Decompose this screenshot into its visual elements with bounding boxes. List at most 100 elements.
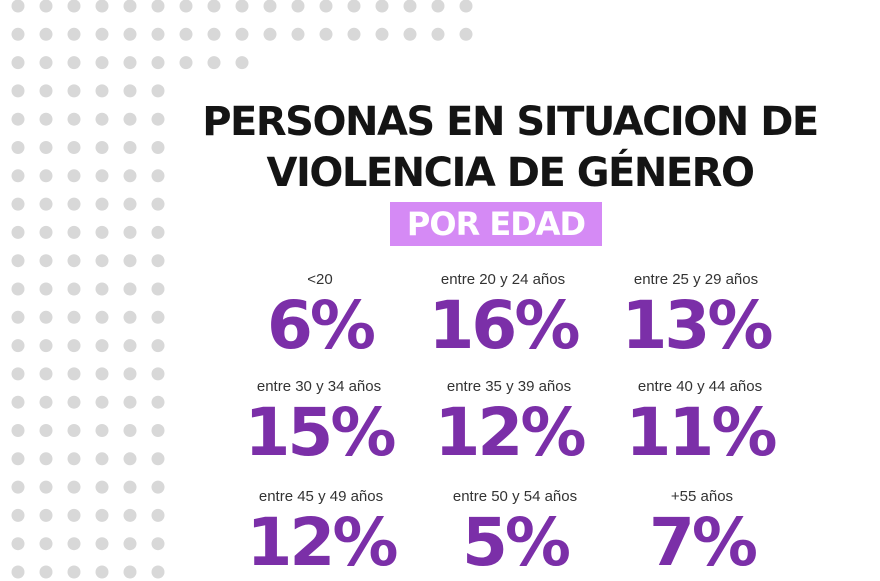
age-group-cell: entre 35 y 39 años 12% (404, 378, 614, 468)
background-dot (151, 395, 165, 409)
background-dot (39, 197, 53, 211)
background-dot (39, 282, 53, 296)
background-dot (67, 508, 81, 522)
background-dot (319, 0, 333, 13)
background-dot (263, 27, 277, 41)
background-dot (39, 225, 53, 239)
background-dot (151, 225, 165, 239)
background-dot (95, 84, 109, 98)
background-dot (95, 508, 109, 522)
background-dot (95, 395, 109, 409)
background-dot (95, 112, 109, 126)
background-dot (67, 254, 81, 268)
background-dot (319, 27, 333, 41)
background-dot (11, 197, 25, 211)
background-dot (235, 56, 249, 70)
background-dot (403, 0, 417, 13)
age-group-value: 7% (648, 504, 758, 581)
age-group-cell: entre 45 y 49 años 12% (216, 488, 426, 578)
background-dot (123, 197, 137, 211)
background-dot (39, 112, 53, 126)
background-dot (11, 395, 25, 409)
subtitle-badge: POR EDAD (390, 202, 602, 246)
background-dot (151, 197, 165, 211)
age-group-cell: entre 50 y 54 años 5% (410, 488, 620, 578)
background-dot (95, 310, 109, 324)
background-dot (151, 537, 165, 551)
age-group-value: 11% (625, 394, 778, 471)
background-dot (207, 0, 221, 13)
background-dot (67, 367, 81, 381)
background-dot (67, 0, 81, 13)
background-dot (431, 0, 445, 13)
age-group-cell: entre 30 y 34 años 15% (214, 378, 424, 468)
background-dot (95, 0, 109, 13)
background-dot (11, 27, 25, 41)
background-dot (11, 282, 25, 296)
background-dot (39, 395, 53, 409)
background-dot (39, 310, 53, 324)
background-dot (151, 84, 165, 98)
background-dot (11, 367, 25, 381)
background-dot (39, 424, 53, 437)
background-dot (123, 254, 137, 268)
background-dot (123, 565, 137, 579)
background-dot (95, 537, 109, 551)
background-dot (11, 452, 25, 466)
background-dot (39, 367, 53, 381)
background-dot (123, 367, 137, 381)
background-dot (151, 565, 165, 579)
background-dot (11, 112, 25, 126)
age-group-label: entre 40 y 44 años (637, 378, 763, 395)
age-group-value: 12% (434, 394, 587, 471)
background-dot (123, 225, 137, 239)
age-group-value: 13% (621, 287, 774, 364)
background-dot (67, 84, 81, 98)
age-group-cell: entre 40 y 44 años 11% (595, 378, 805, 468)
age-group-cell: <20 6% (215, 271, 425, 361)
background-dot (67, 537, 81, 551)
background-dot (123, 141, 137, 154)
background-dot (207, 27, 221, 41)
background-dot (95, 169, 109, 183)
background-dot (347, 27, 361, 41)
background-dot (151, 367, 165, 381)
background-dot (67, 225, 81, 239)
background-dot (151, 282, 165, 296)
age-group-label: <20 (307, 271, 333, 288)
background-dot (403, 27, 417, 41)
background-dot (67, 112, 81, 126)
background-dot (151, 339, 165, 353)
age-group-value: 16% (428, 287, 581, 364)
background-dot (95, 197, 109, 211)
background-dot (235, 0, 249, 13)
background-dot (67, 169, 81, 183)
background-dot (39, 0, 53, 13)
age-group-label: entre 20 y 24 años (440, 271, 566, 288)
age-group-value: 5% (461, 504, 571, 581)
background-dot (39, 56, 53, 70)
background-dot (67, 452, 81, 466)
background-dot (123, 452, 137, 466)
background-dot (67, 282, 81, 296)
background-dot (11, 0, 25, 13)
background-dot (39, 452, 53, 466)
background-dot (123, 56, 137, 70)
background-dot (39, 480, 53, 494)
age-group-cell: +55 años 7% (597, 488, 807, 578)
background-dot (39, 254, 53, 268)
background-dot (347, 0, 361, 13)
background-dot (123, 395, 137, 409)
background-dot (39, 537, 53, 551)
age-group-label: entre 50 y 54 años (452, 488, 578, 505)
background-dot (123, 480, 137, 494)
background-dot (67, 395, 81, 409)
background-dot (151, 508, 165, 522)
background-dot (151, 480, 165, 494)
background-dot (95, 565, 109, 579)
background-dot (95, 282, 109, 296)
age-group-label: entre 25 y 29 años (633, 271, 759, 288)
background-dot (123, 0, 137, 13)
background-dot (11, 254, 25, 268)
